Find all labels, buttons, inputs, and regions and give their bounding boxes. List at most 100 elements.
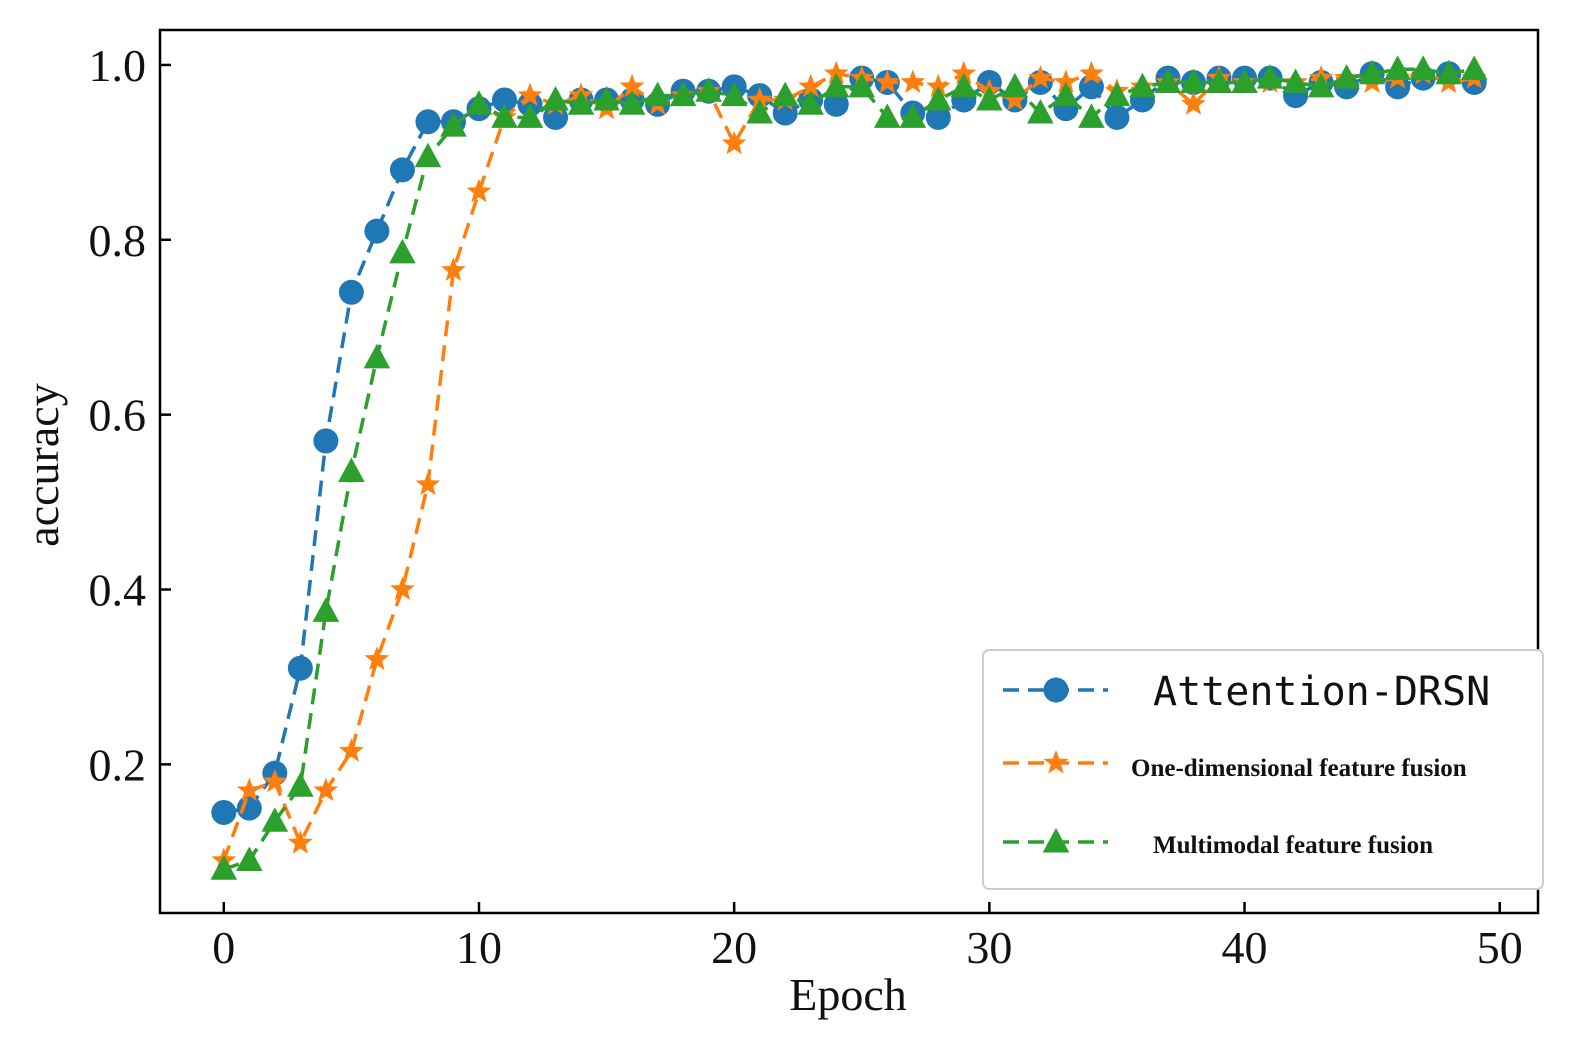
- series-2-point-9: [440, 112, 467, 137]
- series-2-point-34: [1078, 103, 1105, 128]
- x-tick-label-3: 30: [966, 922, 1012, 973]
- series-2-point-16: [618, 90, 646, 115]
- series-1-point-8: [415, 471, 441, 496]
- series-1-point-5: [339, 738, 364, 762]
- series-2-point-18: [669, 81, 697, 107]
- series-2-point-46: [1384, 55, 1411, 80]
- series-2-point-48: [1435, 59, 1462, 85]
- series-1-point-27: [900, 69, 926, 93]
- series-2-point-36: [1129, 72, 1156, 98]
- series-1-point-20: [721, 130, 747, 155]
- legend-marker-1: [1043, 750, 1069, 774]
- series-2-point-0: [210, 855, 238, 880]
- legend-handle-0: [1003, 677, 1108, 703]
- series-2-point-29: [950, 72, 978, 98]
- series-2-point-43: [1307, 72, 1335, 98]
- legend-entries: [1003, 677, 1108, 853]
- series-1-point-29: [951, 60, 977, 85]
- series-1-point-4: [313, 777, 339, 802]
- series-0-point-5: [338, 279, 364, 305]
- series-2-point-3: [287, 772, 314, 797]
- legend-label-one-dimensional-feature-fusion: One-dimensional feature fusion: [1131, 755, 1467, 782]
- y-tick-label-2: 0.6: [89, 390, 147, 441]
- series-2-point-14: [567, 90, 595, 115]
- series-0-point-4: [313, 428, 339, 454]
- x-tick-label-1: 10: [456, 922, 502, 973]
- series-1-point-38: [1181, 91, 1206, 115]
- series-2-point-20: [720, 81, 748, 107]
- series-1-point-31: [1002, 86, 1028, 111]
- series-2-point-40: [1231, 68, 1258, 93]
- series-2-point-44: [1333, 64, 1360, 89]
- series-2-point-35: [1103, 81, 1131, 107]
- series-0-point-24: [823, 91, 849, 117]
- series-0-point-28: [925, 104, 951, 130]
- series-1-point-7: [390, 576, 415, 600]
- series-2-point-13: [542, 85, 569, 111]
- series-1-point-12: [517, 82, 543, 107]
- series-2-point-7: [389, 238, 416, 264]
- series-2-point-23: [797, 90, 825, 115]
- legend-handle-1: [1003, 750, 1108, 774]
- x-tick-label-0: 0: [212, 922, 235, 973]
- series-1-point-10: [466, 178, 492, 203]
- series-2-point-27: [899, 103, 927, 128]
- series-2-point-28: [925, 85, 952, 111]
- legend-label-multimodal-feature-fusion: Multimodal feature fusion: [1153, 832, 1433, 859]
- axes-layer: 0 10 20 30 40 50 0.2 0.4 0.6 0.8 1.0: [89, 28, 1540, 973]
- series-0-point-6: [364, 218, 390, 244]
- series-0-point-3: [287, 655, 313, 681]
- y-tick-label-0: 0.2: [89, 739, 147, 790]
- y-tick-label-4: 1.0: [89, 40, 147, 91]
- series-1-point-28: [926, 73, 951, 98]
- series-2-point-24: [822, 72, 850, 98]
- series-2-point-32: [1027, 99, 1054, 124]
- series-0-point-1: [236, 795, 262, 821]
- series-1-point-34: [1079, 60, 1104, 85]
- series-2-point-47: [1409, 55, 1437, 80]
- series-0-point-7: [389, 157, 415, 183]
- legend-marker-0: [1043, 677, 1069, 703]
- series-2: [210, 55, 1488, 880]
- series-1-point-24: [823, 60, 849, 85]
- series-2-point-11: [491, 103, 518, 128]
- series-2-point-31: [1001, 72, 1029, 98]
- series-2-point-8: [414, 142, 442, 168]
- series-2-point-19: [695, 77, 722, 102]
- legend-marker-2: [1042, 828, 1070, 853]
- series-1-point-16: [619, 73, 645, 98]
- series-2-point-26: [873, 103, 901, 128]
- series-1-point-23: [798, 73, 824, 98]
- x-tick-label-2: 20: [711, 922, 757, 973]
- x-axis-label: Epoch: [789, 969, 907, 1020]
- x-tick-label-5: 50: [1477, 922, 1523, 973]
- series-2-point-4: [312, 597, 340, 622]
- series-2-point-5: [338, 457, 365, 482]
- series-2-point-39: [1205, 68, 1233, 93]
- series-1-point-2: [262, 768, 288, 793]
- series-2-point-45: [1358, 59, 1386, 85]
- series-2-point-37: [1154, 68, 1182, 93]
- series-2-point-10: [465, 90, 493, 115]
- y-tick-label-1: 0.4: [89, 565, 147, 616]
- series-2-point-12: [516, 103, 544, 128]
- series-1-point-1: [237, 777, 262, 802]
- series-1-point-33: [1053, 69, 1079, 93]
- series-1-point-32: [1028, 65, 1053, 89]
- legend: Attention-DRSN One-dimensional feature f…: [982, 649, 1544, 890]
- series-2-point-1: [236, 846, 263, 872]
- x-tick-label-4: 40: [1222, 922, 1268, 973]
- series-layer: [210, 55, 1488, 880]
- series-2-point-21: [746, 99, 773, 124]
- legend-box: [982, 649, 1544, 890]
- series-0-point-35: [1104, 104, 1130, 130]
- series-2-point-6: [363, 343, 391, 369]
- series-1-point-3: [288, 830, 313, 854]
- y-tick-label-3: 0.8: [89, 215, 147, 266]
- series-2-point-2: [261, 807, 289, 832]
- series-1-point-6: [364, 646, 390, 670]
- series-2-point-17: [644, 81, 671, 107]
- series-2-point-22: [771, 81, 799, 107]
